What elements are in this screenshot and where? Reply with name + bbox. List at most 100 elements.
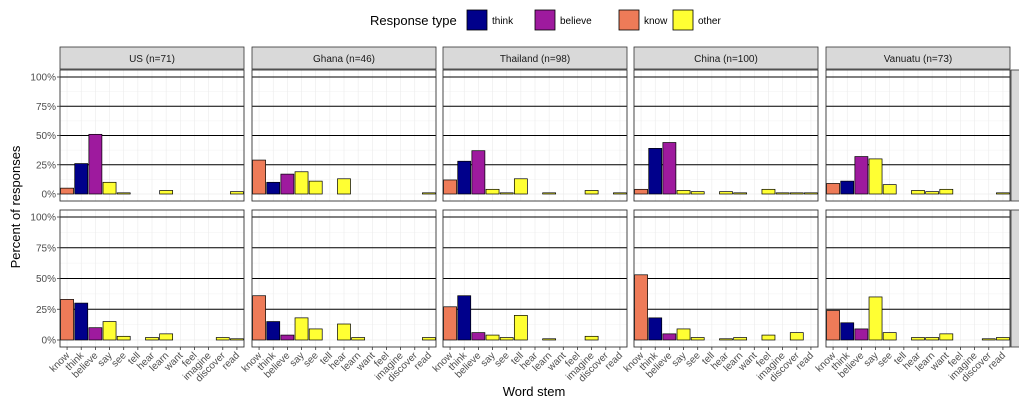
bar-see <box>499 337 514 341</box>
bar-believe <box>662 333 677 341</box>
bar-hear <box>337 323 351 341</box>
bar-imagine <box>775 192 790 195</box>
bar-hear <box>719 191 733 195</box>
y-tick-label: 25% <box>36 160 56 171</box>
panel-natural-ordinary-vanuatu-n-73: knowthinkbelievesayseetellhearlearnwantf… <box>814 209 1011 384</box>
bar-read <box>230 191 244 195</box>
panel-natural-ordinary-us-n-71: knowthinkbelievesayseetellhearlearnwantf… <box>48 209 245 384</box>
bar-discover <box>789 192 804 195</box>
bar-say <box>102 181 117 195</box>
legend-item-believe: believe <box>534 9 592 31</box>
bar-see <box>882 332 897 341</box>
bar-hear <box>911 337 925 341</box>
bar-believe <box>854 156 869 195</box>
bar-read <box>996 337 1010 341</box>
bar-think <box>840 322 855 341</box>
bar-believe <box>88 133 103 195</box>
bar-know <box>443 179 457 195</box>
bar-learn <box>542 192 557 195</box>
legend-swatch-know <box>618 9 640 31</box>
bar-say <box>102 321 117 341</box>
panel-natural-ordinary-ghana-n-46: knowthinkbelievesayseetellhearlearnwantf… <box>240 209 437 384</box>
legend-item-other: other <box>672 9 721 31</box>
y-tick-label: 100% <box>30 73 56 84</box>
legend-label-think: think <box>492 16 514 27</box>
bar-see <box>882 184 897 195</box>
legend-label-other: other <box>698 16 721 27</box>
strip-label: Vanuatu (n=73) <box>884 54 952 65</box>
bar-know <box>60 299 74 341</box>
bar-believe <box>88 327 103 341</box>
row-strip-religious: religious <box>1010 69 1019 202</box>
bar-read <box>613 192 627 195</box>
bar-want <box>939 188 954 195</box>
bar-hear <box>911 190 925 195</box>
strip-ghana-n-46: Ghana (n=46) <box>251 46 437 70</box>
panel-natural-ordinary-china-n-100: knowthinkbelievesayseetellhearlearnwantf… <box>622 209 819 384</box>
bar-know <box>252 295 266 341</box>
panel-natural-ordinary-thailand-n-98: knowthinkbelievesayseetellhearlearnwantf… <box>431 209 628 384</box>
bar-say <box>294 317 309 341</box>
bar-believe <box>662 142 677 195</box>
bar-learn <box>351 337 366 341</box>
bar-feel <box>761 188 776 195</box>
panel-religious-thailand-n-98 <box>442 69 628 202</box>
y-tick-label: 50% <box>36 274 56 285</box>
y-tick-label: 50% <box>36 131 56 142</box>
legend-swatch-think <box>466 9 488 31</box>
strip-vanuatu-n-73: Vanuatu (n=73) <box>825 46 1011 70</box>
bar-discover <box>215 337 230 341</box>
bar-discover <box>789 332 804 341</box>
strip-label: China (n=100) <box>694 54 758 65</box>
y-tick-label: 0% <box>42 190 57 201</box>
bar-say <box>294 171 309 195</box>
bar-imagine <box>584 335 599 341</box>
bar-want <box>939 333 954 341</box>
bar-discover <box>981 338 996 341</box>
legend: Response type think believe know other <box>370 9 721 31</box>
y-tick-label: 100% <box>30 213 56 224</box>
bar-feel <box>761 334 776 341</box>
bar-know <box>634 274 648 341</box>
bar-say <box>868 158 883 195</box>
y-tick-label: 0% <box>42 336 57 347</box>
bar-see <box>308 328 323 341</box>
bar-say <box>676 190 691 195</box>
bar-read <box>422 192 436 195</box>
panel-religious-ghana-n-46 <box>251 69 437 202</box>
bar-imagine <box>584 190 599 195</box>
bar-think <box>840 180 855 195</box>
bar-tell <box>513 178 528 195</box>
legend-item-know: know <box>618 9 668 31</box>
bar-hear <box>337 178 351 195</box>
y-tick-label: 75% <box>36 102 56 113</box>
bar-know <box>826 183 840 195</box>
bar-learn <box>733 337 748 341</box>
bar-think <box>648 148 663 195</box>
row-strip-natural-ordinary: natural/ordinary <box>1010 209 1019 348</box>
bar-think <box>74 302 89 341</box>
strip-china-n-100: China (n=100) <box>633 46 819 70</box>
bar-believe <box>471 332 486 341</box>
bar-know <box>826 310 840 341</box>
bar-hear <box>145 337 159 341</box>
bar-think <box>648 317 663 341</box>
bar-see <box>116 192 131 195</box>
strip-label: Thailand (n=98) <box>500 54 570 65</box>
y-axis-title: Percent of responses <box>8 145 23 268</box>
bar-know <box>634 188 648 195</box>
bar-know <box>443 306 457 341</box>
bar-say <box>485 188 500 195</box>
y-tick-label: 25% <box>36 305 56 316</box>
strip-label: US (n=71) <box>129 54 175 65</box>
bar-see <box>690 191 705 195</box>
bar-think <box>74 163 89 195</box>
bar-read <box>422 337 436 341</box>
strip-thailand-n-98: Thailand (n=98) <box>442 46 628 70</box>
bar-learn <box>159 333 174 341</box>
bar-think <box>266 321 281 341</box>
panel-religious-vanuatu-n-73 <box>825 69 1011 202</box>
bar-learn <box>925 191 940 195</box>
legend-item-think: think <box>466 9 514 31</box>
